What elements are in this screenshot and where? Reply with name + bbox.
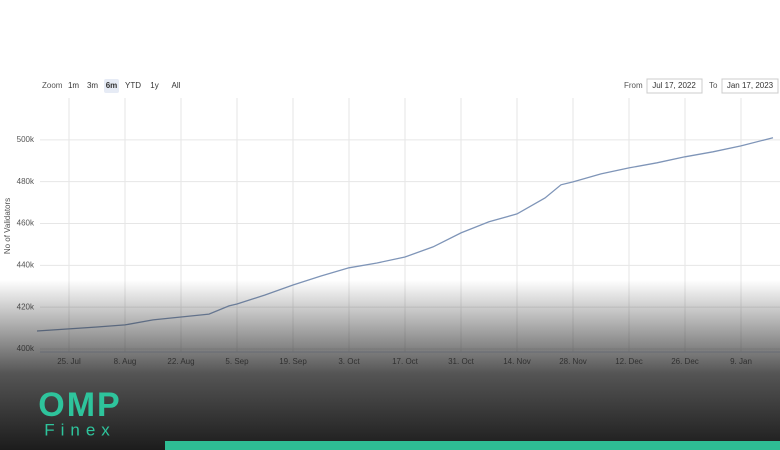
logo-bottom: Finex [44,420,116,439]
zoom-button[interactable]: YTD [125,81,141,90]
zoom-button-bg[interactable] [104,79,119,93]
zoom-button[interactable]: 6m [106,81,118,90]
y-tick-label: 500k [17,135,35,144]
y-tick-label: 480k [17,177,35,186]
zoom-button[interactable]: 1y [150,81,158,90]
to-value[interactable]: Jan 17, 2023 [727,81,774,90]
zoom-button[interactable]: All [172,81,181,90]
to-input[interactable] [721,78,779,94]
zoom-button[interactable]: 1m [68,81,79,90]
y-tick-label: 460k [17,219,35,228]
from-value[interactable]: Jul 17, 2022 [652,81,696,90]
overlay-gradient [0,280,780,450]
from-input[interactable] [646,78,703,94]
y-axis-title: No of Validators [3,198,12,254]
accent-bar [165,441,780,450]
y-tick-label: 440k [17,260,35,269]
from-label: From [624,81,643,90]
logo-top: OMP [38,386,121,424]
zoom-label: Zoom [42,81,63,90]
to-label: To [709,81,718,90]
zoom-button[interactable]: 3m [87,81,98,90]
